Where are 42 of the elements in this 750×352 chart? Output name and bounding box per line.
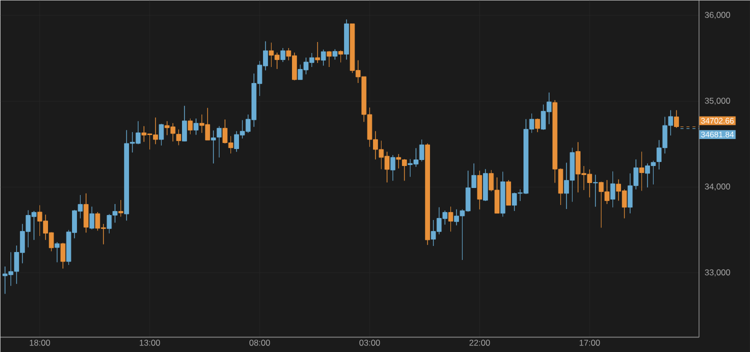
candlestick: [396, 154, 402, 169]
candlestick: [338, 50, 344, 63]
candlestick: [188, 118, 193, 134]
candlestick: [482, 168, 488, 202]
candlestick: [477, 170, 482, 210]
candlestick: [176, 129, 182, 146]
x-tick-label: 22:00: [469, 340, 490, 346]
candlestick: [326, 50, 332, 68]
candlestick: [500, 171, 506, 217]
candlestick: [216, 126, 222, 158]
candlestick: [402, 158, 407, 181]
candlestick: [118, 200, 124, 217]
candlestick: [320, 49, 326, 66]
x-tick-label: 08:00: [249, 340, 270, 346]
candlestick: [210, 130, 216, 164]
candlestick: [60, 242, 66, 269]
candlestick: [194, 118, 198, 135]
x-tick-label: 17:00: [580, 340, 600, 346]
candlestick: [344, 19, 349, 60]
candlestick: [84, 193, 89, 233]
candlestick: [182, 106, 187, 142]
x-tick-label: 18:00: [30, 340, 50, 346]
candlestick: [506, 180, 512, 206]
candlestick: [332, 48, 338, 60]
candlestick: [89, 206, 94, 230]
y-tick-label: 35,000: [704, 98, 730, 105]
candlestick: [592, 174, 598, 207]
candlestick: [448, 206, 454, 232]
x-tick-label: 03:00: [359, 340, 380, 346]
y-tick-label: 33,000: [704, 269, 730, 276]
y-tick-label: 36,000: [704, 12, 730, 19]
candlestick: [315, 42, 320, 64]
candlestick: [639, 151, 644, 191]
candlestick: [54, 242, 60, 262]
candlestick: [535, 118, 540, 132]
y-tick-label: 34,000: [704, 183, 730, 190]
candlestick: [280, 48, 286, 62]
x-tick-label: 13:00: [140, 340, 160, 346]
candlestick: [390, 154, 396, 181]
candlestick: [425, 143, 430, 246]
candlestick: [610, 171, 616, 208]
candlestick: [158, 124, 164, 146]
